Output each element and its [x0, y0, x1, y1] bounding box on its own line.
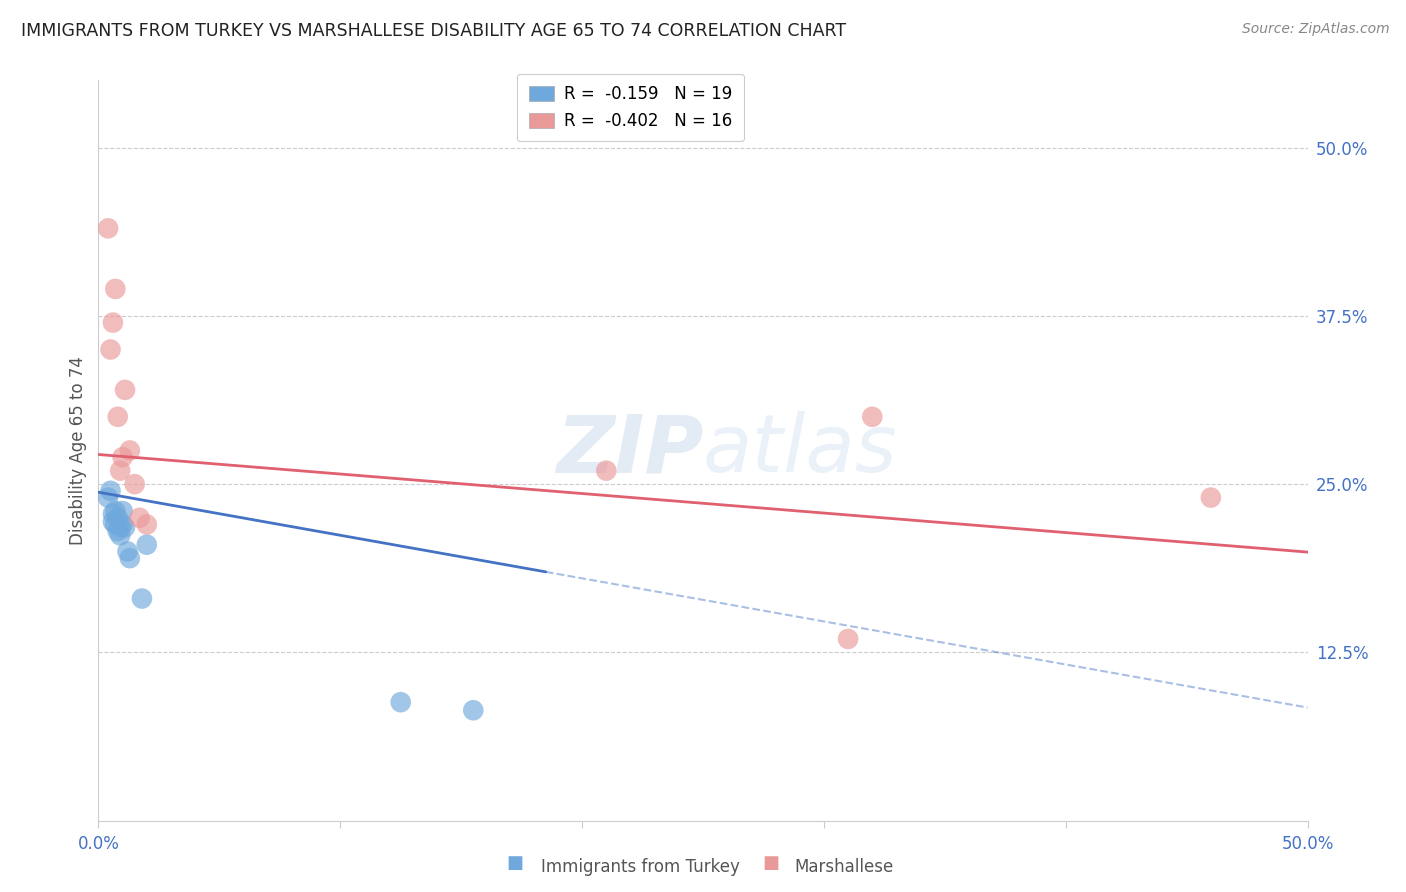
Point — [595, 464, 617, 478]
Point — [1199, 491, 1222, 505]
Point — [107, 524, 129, 539]
Point — [860, 409, 883, 424]
Point — [114, 383, 136, 397]
Point — [108, 528, 131, 542]
Point — [100, 483, 122, 498]
Text: atlas: atlas — [703, 411, 898, 490]
Point — [107, 409, 129, 424]
Point — [117, 544, 139, 558]
Point — [463, 703, 485, 717]
Text: ■: ■ — [762, 855, 779, 872]
Point — [389, 695, 412, 709]
Point — [101, 515, 124, 529]
Point — [100, 343, 122, 357]
Point — [104, 504, 127, 518]
Point — [101, 507, 124, 521]
Point — [131, 591, 153, 606]
Point — [97, 221, 120, 235]
Point — [111, 517, 134, 532]
Text: ■: ■ — [506, 855, 523, 872]
Point — [111, 450, 134, 465]
Point — [135, 517, 157, 532]
Text: Marshallese: Marshallese — [794, 858, 894, 876]
Point — [104, 282, 127, 296]
Point — [107, 510, 129, 524]
Point — [111, 504, 134, 518]
Text: ZIP: ZIP — [555, 411, 703, 490]
Point — [114, 520, 136, 534]
Y-axis label: Disability Age 65 to 74: Disability Age 65 to 74 — [69, 356, 87, 545]
Text: Immigrants from Turkey: Immigrants from Turkey — [541, 858, 740, 876]
Point — [837, 632, 859, 646]
Point — [108, 464, 131, 478]
Point — [97, 491, 120, 505]
Point — [118, 443, 141, 458]
Point — [118, 551, 141, 566]
Point — [135, 538, 157, 552]
Legend: R =  -0.159   N = 19, R =  -0.402   N = 16: R = -0.159 N = 19, R = -0.402 N = 16 — [517, 74, 744, 142]
Point — [128, 510, 150, 524]
Point — [124, 477, 146, 491]
Text: Source: ZipAtlas.com: Source: ZipAtlas.com — [1241, 22, 1389, 37]
Point — [108, 520, 131, 534]
Text: IMMIGRANTS FROM TURKEY VS MARSHALLESE DISABILITY AGE 65 TO 74 CORRELATION CHART: IMMIGRANTS FROM TURKEY VS MARSHALLESE DI… — [21, 22, 846, 40]
Point — [101, 316, 124, 330]
Point — [104, 517, 127, 532]
